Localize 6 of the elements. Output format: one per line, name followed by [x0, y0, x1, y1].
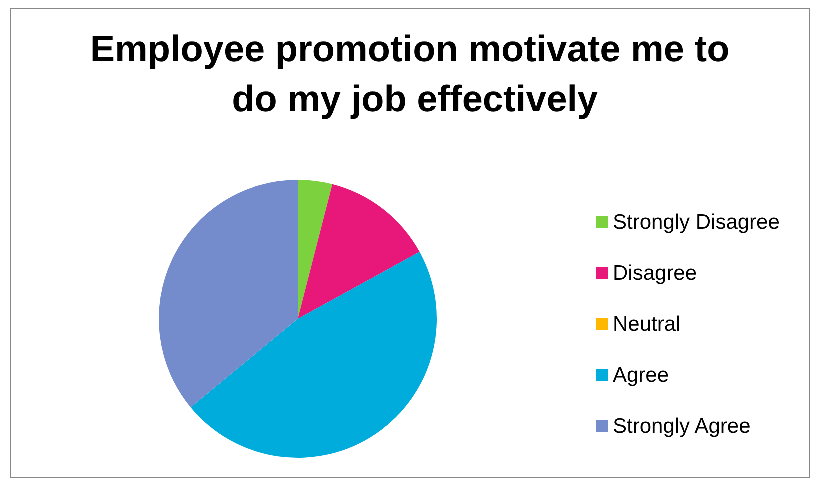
legend-label: Neutral	[613, 313, 681, 336]
legend-label: Strongly Agree	[613, 415, 751, 438]
legend-label: Agree	[613, 364, 670, 387]
chart-title: Employee promotion motivate me to do my job effectively	[90, 28, 730, 120]
legend-label: Disagree	[613, 262, 698, 285]
legend-label: Strongly Disagree	[613, 211, 780, 234]
